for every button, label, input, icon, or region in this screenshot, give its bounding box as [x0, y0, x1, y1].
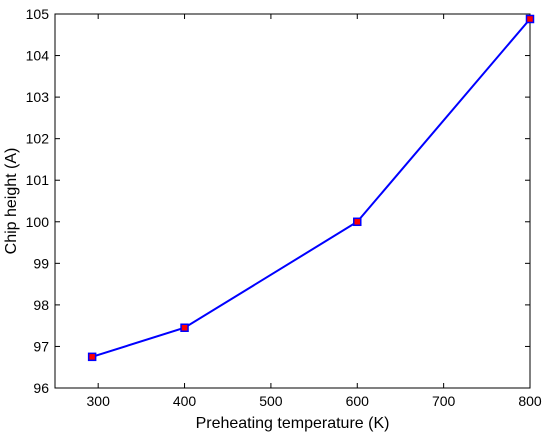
y-tick-label: 100 — [26, 214, 50, 230]
y-tick-label: 103 — [26, 89, 50, 105]
series-line — [91, 18, 531, 358]
y-tick-label: 98 — [33, 297, 49, 313]
data-point-marker — [180, 323, 189, 332]
y-tick-label: 105 — [26, 6, 50, 22]
series-layer — [87, 14, 535, 362]
x-tick-label: 300 — [87, 393, 111, 409]
y-tick-label: 97 — [33, 338, 49, 354]
x-axis: 300 400 500 600 700 800 — [87, 14, 542, 409]
x-tick-label: 800 — [518, 393, 542, 409]
plot-area-frame — [54, 13, 531, 389]
y-axis: 96 97 98 99 100 101 102 103 104 105 — [26, 6, 530, 396]
x-tick-label: 500 — [259, 393, 283, 409]
y-tick-label: 99 — [33, 255, 49, 271]
data-point-marker — [525, 14, 535, 24]
x-tick-label: 600 — [346, 393, 370, 409]
y-tick-label: 101 — [26, 172, 50, 188]
y-tick-label: 104 — [26, 48, 50, 64]
data-point-marker — [353, 217, 362, 227]
x-tick-label: 400 — [173, 393, 197, 409]
y-axis-title: Chip height (A) — [3, 148, 20, 255]
x-tick-label: 700 — [432, 393, 456, 409]
y-tick-label: 102 — [26, 131, 50, 147]
y-tick-label: 96 — [33, 380, 49, 396]
data-point-marker — [87, 352, 97, 362]
x-axis-title: Preheating temperature (K) — [196, 415, 390, 432]
